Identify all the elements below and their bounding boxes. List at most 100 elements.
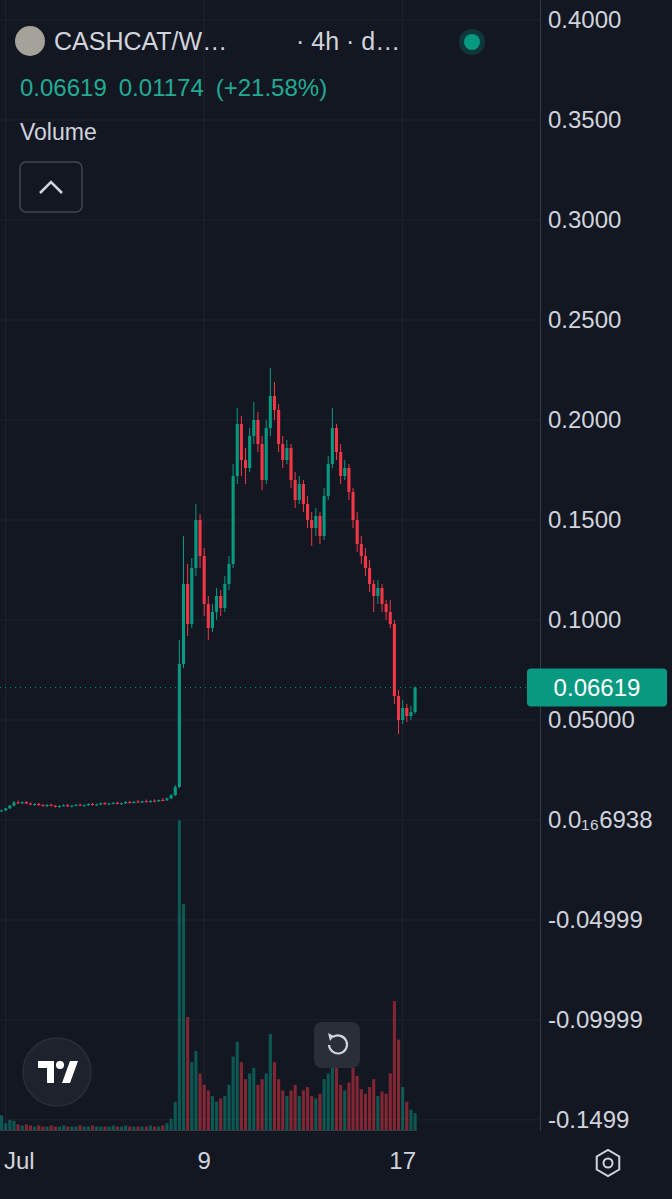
candle bbox=[331, 408, 334, 468]
volume-bar bbox=[62, 1125, 65, 1130]
candle-body bbox=[25, 802, 28, 804]
y-axis: 0.40000.35000.30000.25000.20000.15000.10… bbox=[540, 1, 653, 1133]
candle-body bbox=[116, 803, 119, 804]
reset-button-box[interactable] bbox=[314, 1022, 360, 1068]
candle-body bbox=[219, 596, 222, 608]
candle bbox=[132, 801, 135, 803]
candle-body bbox=[273, 396, 276, 410]
logo-badge[interactable] bbox=[23, 1038, 91, 1106]
reset-icon[interactable] bbox=[328, 1033, 334, 1041]
volume-bar bbox=[161, 1125, 164, 1130]
volume-bar bbox=[87, 1127, 90, 1130]
volume-bar bbox=[298, 1096, 301, 1130]
grid-line bbox=[5, 0, 6, 1130]
candle-body bbox=[170, 795, 173, 798]
quote-value: (+21.58%) bbox=[216, 74, 327, 101]
volume-bar bbox=[244, 1079, 247, 1130]
price-tag-label: 0.06619 bbox=[554, 674, 641, 701]
candle bbox=[29, 802, 32, 805]
candles bbox=[0, 368, 417, 812]
logo-mark[interactable] bbox=[56, 1061, 64, 1069]
volume-bar bbox=[389, 1074, 392, 1131]
candle-body bbox=[302, 484, 305, 504]
candle bbox=[302, 480, 305, 512]
candle-body bbox=[165, 798, 168, 800]
candle bbox=[389, 600, 392, 628]
candle bbox=[285, 440, 288, 464]
candle-body bbox=[17, 802, 20, 803]
candle bbox=[70, 805, 73, 807]
tick: 0.3000 bbox=[540, 206, 621, 233]
candle bbox=[190, 558, 193, 628]
candle bbox=[219, 590, 222, 616]
collapse-button[interactable] bbox=[20, 162, 82, 212]
candle-body bbox=[182, 584, 185, 664]
volume-bar bbox=[70, 1127, 73, 1130]
tick-label: -0.09999 bbox=[548, 1006, 643, 1033]
volume-bar bbox=[66, 1127, 69, 1130]
candle bbox=[244, 448, 247, 484]
candle bbox=[116, 802, 119, 805]
volume-bar bbox=[223, 1096, 226, 1130]
logo-mark[interactable] bbox=[62, 1061, 78, 1083]
reset-button[interactable] bbox=[314, 1022, 360, 1068]
candle-body bbox=[401, 708, 404, 720]
candle bbox=[66, 804, 69, 807]
volume-bar bbox=[248, 1074, 251, 1131]
candle-body bbox=[207, 604, 210, 628]
volume-bar bbox=[252, 1068, 255, 1130]
tick: 17 bbox=[389, 1130, 416, 1174]
candle bbox=[120, 802, 123, 804]
candle bbox=[17, 800, 20, 804]
volume-bar bbox=[198, 1074, 201, 1131]
candle bbox=[277, 404, 280, 452]
volume-bar bbox=[360, 1089, 363, 1130]
candle-body bbox=[289, 448, 292, 480]
volume-bar bbox=[265, 1074, 268, 1131]
candle bbox=[54, 805, 57, 808]
candle bbox=[170, 794, 173, 799]
candle bbox=[149, 800, 152, 802]
settings-icon[interactable] bbox=[604, 1159, 613, 1168]
grid-line bbox=[0, 1019, 540, 1020]
price-line bbox=[0, 687, 540, 688]
candle bbox=[306, 496, 309, 528]
logo-mark[interactable] bbox=[38, 1061, 54, 1083]
candle-body bbox=[232, 476, 235, 564]
candle bbox=[178, 640, 181, 788]
volume-bar bbox=[281, 1090, 284, 1130]
grid-line bbox=[0, 20, 540, 21]
grid-line bbox=[0, 220, 540, 221]
candle-body bbox=[356, 520, 359, 544]
candle-body bbox=[393, 624, 396, 696]
candle bbox=[33, 803, 36, 806]
volume-bar bbox=[339, 1085, 342, 1130]
tick: 9 bbox=[197, 1130, 210, 1174]
tick-label: -0.1499 bbox=[548, 1106, 629, 1133]
volume-bar bbox=[351, 1068, 354, 1130]
tick: 0.0₁₆6938 bbox=[540, 806, 653, 833]
candle-body bbox=[277, 410, 280, 444]
collapse-chevron[interactable] bbox=[40, 182, 62, 193]
candle-body bbox=[8, 806, 11, 809]
settings-icon[interactable] bbox=[597, 1150, 620, 1176]
collapse-button-box[interactable] bbox=[20, 162, 82, 212]
volume-bar bbox=[215, 1102, 218, 1130]
volume-bar bbox=[141, 1127, 144, 1130]
volume-bar bbox=[182, 904, 185, 1130]
logo[interactable] bbox=[23, 1038, 91, 1106]
candle bbox=[141, 801, 144, 803]
candle-body bbox=[132, 802, 135, 803]
candle-body bbox=[112, 803, 115, 804]
candle-body bbox=[54, 806, 57, 807]
candle bbox=[21, 802, 24, 805]
volume-bar bbox=[314, 1098, 317, 1130]
candle bbox=[215, 588, 218, 620]
candle-body bbox=[409, 712, 412, 716]
candle-body bbox=[281, 444, 284, 460]
candle bbox=[281, 436, 284, 468]
candle-body bbox=[120, 803, 123, 804]
candle bbox=[414, 686, 417, 714]
settings-button[interactable] bbox=[597, 1150, 620, 1176]
volume-bar bbox=[306, 1087, 309, 1130]
